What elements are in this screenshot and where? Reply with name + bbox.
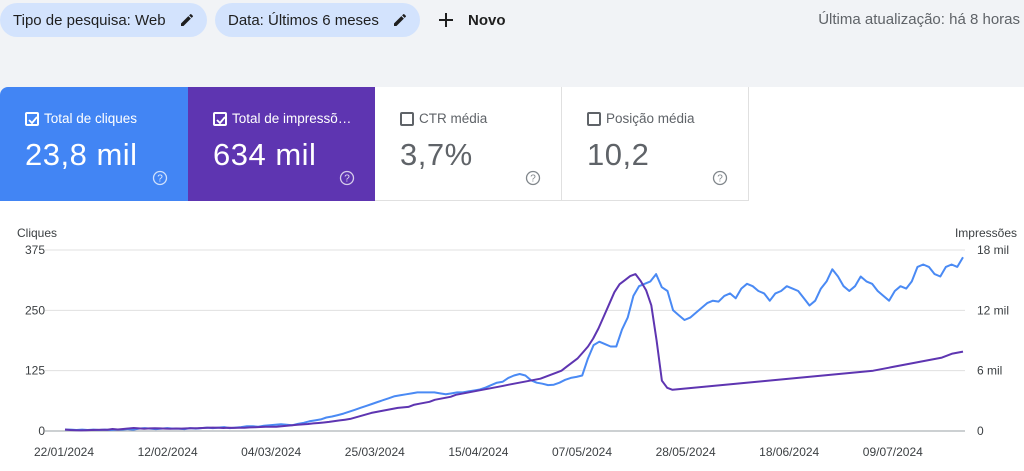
date-filter-label: Data: Últimos 6 meses xyxy=(228,11,379,29)
performance-chart[interactable]: Cliques Impressões 0 0 125 6 mil 250 12 mil 375 1… xyxy=(0,200,1024,471)
x-tick-label: 22/01/2024 xyxy=(34,445,94,459)
metric-label: Posição média xyxy=(606,111,695,126)
search-type-filter-label: Tipo de pesquisa: Web xyxy=(13,11,166,29)
x-tick-label: 18/06/2024 xyxy=(759,445,819,459)
metric-value: 23,8 mil xyxy=(25,137,138,172)
svg-text:?: ? xyxy=(344,174,350,185)
left-tick-label: 250 xyxy=(25,303,45,317)
metric-card-position[interactable]: Posição média 10,2 ? xyxy=(562,87,749,201)
metric-card-ctr[interactable]: CTR média 3,7% ? xyxy=(375,87,562,201)
right-tick-label: 18 mil xyxy=(977,243,1009,257)
metric-label: CTR média xyxy=(419,111,488,126)
x-tick-label: 15/04/2024 xyxy=(448,445,508,459)
metric-value: 10,2 xyxy=(587,137,650,172)
edit-pencil-icon xyxy=(181,13,194,26)
help-icon[interactable]: ? xyxy=(339,170,355,186)
help-icon[interactable]: ? xyxy=(152,170,168,186)
x-tick-label: 07/05/2024 xyxy=(552,445,612,459)
x-tick-label: 28/05/2024 xyxy=(656,445,716,459)
metric-value: 634 mil xyxy=(213,137,317,172)
metric-label: Total de cliques xyxy=(44,111,138,126)
help-icon[interactable]: ? xyxy=(525,170,541,186)
svg-text:?: ? xyxy=(530,174,536,185)
clicks-series-line xyxy=(65,256,964,431)
left-tick-label: 125 xyxy=(25,364,45,378)
metric-card-impressions[interactable]: Total de impressões 634 mil ? xyxy=(188,87,375,201)
search-type-filter-chip[interactable]: Tipo de pesquisa: Web xyxy=(0,3,207,37)
metric-label: Total de impressões xyxy=(232,111,352,126)
checkbox-unchecked-icon[interactable] xyxy=(587,112,601,126)
checkbox-unchecked-icon[interactable] xyxy=(400,112,414,126)
checkbox-checked-icon[interactable] xyxy=(25,112,39,126)
right-tick-label: 12 mil xyxy=(977,303,1009,317)
edit-pencil-icon xyxy=(394,13,407,26)
x-tick-label: 25/03/2024 xyxy=(345,445,405,459)
checkbox-checked-icon[interactable] xyxy=(213,112,227,126)
performance-panel: Total de cliques 23,8 mil ? Total de imp… xyxy=(0,87,1024,471)
x-tick-label: 12/02/2024 xyxy=(138,445,198,459)
left-tick-label: 375 xyxy=(25,243,45,257)
date-filter-chip[interactable]: Data: Últimos 6 meses xyxy=(215,3,420,37)
new-filter-label: Novo xyxy=(468,11,506,29)
last-updated-text: Última atualização: há 8 horas xyxy=(818,11,1020,28)
x-tick-label: 04/03/2024 xyxy=(241,445,301,459)
metric-card-clicks[interactable]: Total de cliques 23,8 mil ? xyxy=(0,87,188,201)
right-tick-label: 0 xyxy=(977,424,984,438)
new-filter-button[interactable]: Novo xyxy=(438,3,506,37)
help-icon[interactable]: ? xyxy=(712,170,728,186)
svg-text:?: ? xyxy=(157,174,163,185)
left-axis-title: Cliques xyxy=(17,226,57,240)
plus-icon xyxy=(439,13,453,27)
toolbar: Tipo de pesquisa: Web Data: Últimos 6 me… xyxy=(0,0,1024,40)
right-axis-title: Impressões xyxy=(955,226,1017,240)
right-tick-label: 6 mil xyxy=(977,364,1002,378)
impressions-series-line xyxy=(64,273,964,432)
left-tick-label: 0 xyxy=(38,424,45,438)
x-tick-label: 09/07/2024 xyxy=(863,445,923,459)
svg-text:?: ? xyxy=(717,174,723,185)
metric-value: 3,7% xyxy=(400,137,473,172)
